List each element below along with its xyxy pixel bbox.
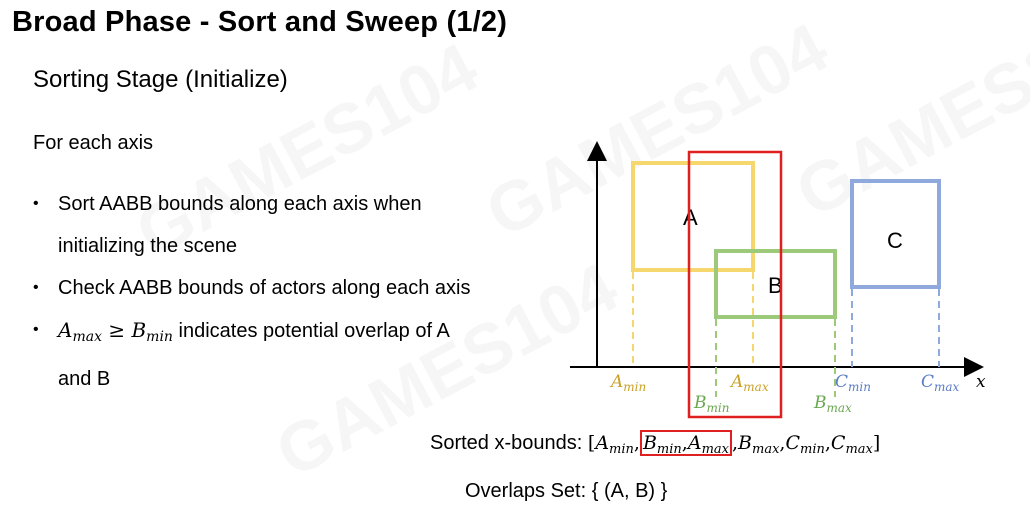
bullet-dot-icon: • xyxy=(33,195,39,212)
sorted-bounds-label: Sorted x-bounds: xyxy=(430,432,583,454)
bullet-list: • Sort AABB bounds along each axis when … xyxy=(33,183,553,400)
box-b xyxy=(714,249,837,319)
bound-label-b-max: Bmax xyxy=(813,393,852,415)
bullet-text: and B xyxy=(58,368,111,390)
overlaps-set: Overlaps Set: { (A, B) } xyxy=(465,480,668,502)
sort-sweep-diagram: x A B C Amin Bmin Amax Bmax Cmin Cmax xyxy=(570,141,986,419)
bound-label-b-min: Bmin xyxy=(693,393,729,415)
bound-label-a-max: Amax xyxy=(729,372,769,394)
box-b-label: B xyxy=(768,273,783,298)
x-axis-label: x xyxy=(976,372,986,392)
bullet-text: indicates potential overlap of A xyxy=(178,320,450,342)
bound-label-c-max: Cmax xyxy=(921,372,960,394)
bound-label-a-min: Amin xyxy=(609,372,646,394)
lead-text: For each axis xyxy=(33,132,154,154)
box-c xyxy=(850,179,941,289)
bullet-dot-icon: • xyxy=(33,321,39,338)
overlap-condition: Amax ≥ Bmin xyxy=(58,318,173,345)
bullet-text: Sort AABB bounds along each axis when xyxy=(58,193,422,215)
bullet-text: initializing the scene xyxy=(58,235,237,257)
sweep-highlight xyxy=(687,150,783,419)
bullet-item: • Check AABB bounds of actors along each… xyxy=(33,267,553,309)
bullet-item: • Sort AABB bounds along each axis when … xyxy=(33,183,553,267)
box-c-label: C xyxy=(887,228,903,253)
sorted-bounds-sequence: [Amin, Bmin,Amax ,Bmax,Cmin,Cmax] xyxy=(587,430,881,457)
bound-label-c-min: Cmin xyxy=(835,372,871,394)
box-a-label: A xyxy=(683,205,698,230)
box-a xyxy=(631,161,755,272)
bullet-text: Check AABB bounds of actors along each a… xyxy=(58,277,471,299)
bullet-item: • Amax ≥ Bmin indicates potential overla… xyxy=(33,309,553,400)
slide-subtitle: Sorting Stage (Initialize) xyxy=(33,66,288,93)
slide-title: Broad Phase - Sort and Sweep (1/2) xyxy=(12,6,508,38)
sorted-bounds: Sorted x-bounds: [Amin, Bmin,Amax ,Bmax,Cm… xyxy=(430,430,881,457)
overlap-highlight: Bmin,Amax xyxy=(639,430,732,457)
bullet-dot-icon: • xyxy=(33,279,39,296)
